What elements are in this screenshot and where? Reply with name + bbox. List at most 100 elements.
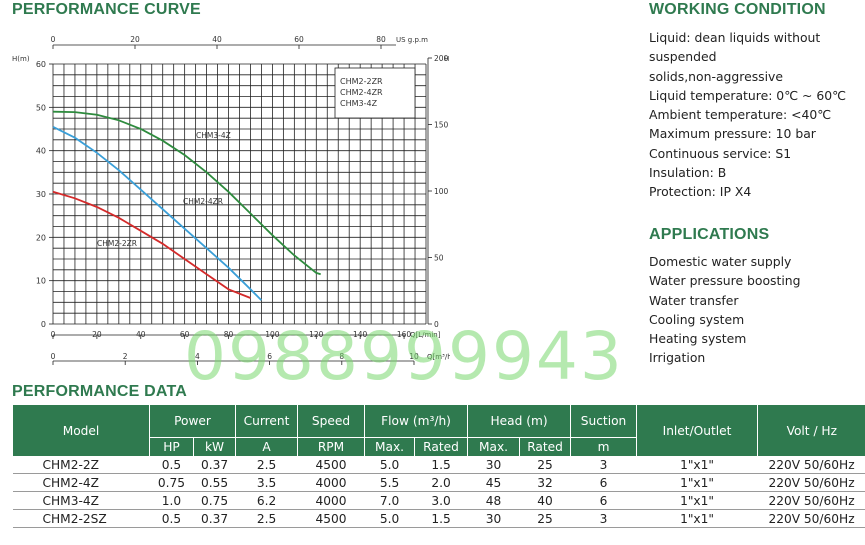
- table-cell: 30: [467, 456, 520, 474]
- table-cell: 3: [570, 509, 637, 528]
- top-tick-label: 80: [376, 35, 386, 44]
- performance-data-table: Model Power Current Speed Flow (m³/h) He…: [12, 405, 865, 528]
- x-tick-label: 80: [224, 330, 234, 339]
- bottom2-axis-label: Q[m³/h]: [427, 353, 450, 361]
- x-tick-label: 0: [51, 330, 56, 339]
- working-condition-list: Liquid: dean liquids without suspended s…: [649, 28, 846, 202]
- bottom2-tick-label: 10: [409, 352, 419, 361]
- table-cell: 5.0: [364, 456, 415, 474]
- table-cell: 1.5: [414, 456, 468, 474]
- y-tick-label: 30: [36, 190, 46, 199]
- x-tick-label: 120: [309, 330, 324, 339]
- right-tick-label: 0: [434, 320, 439, 329]
- y-axis-label: H(m): [12, 55, 30, 63]
- legend-entry: CHM2-2ZR: [340, 77, 383, 86]
- bottom2-tick-label: 2: [123, 352, 128, 361]
- x-tick-label: 20: [92, 330, 102, 339]
- table-cell: 220V 50/60Hz: [757, 473, 865, 492]
- table-cell: 2.0: [414, 473, 468, 492]
- table-cell: 3.0: [414, 491, 468, 510]
- table-cell: 40: [519, 491, 571, 510]
- table-cell: 0.5: [149, 456, 194, 474]
- table-cell: 6.2: [235, 491, 298, 510]
- top-axis-label: US g.p.m: [396, 36, 428, 44]
- model-cell: CHM2-2Z: [12, 456, 150, 474]
- table-cell: 0.5: [149, 509, 194, 528]
- top-tick-label: 0: [51, 35, 56, 44]
- y-tick-label: 20: [36, 233, 46, 242]
- table-cell: 6: [570, 473, 637, 492]
- volt-hz-header: Volt / Hz: [757, 405, 865, 456]
- curve-label: CHM2-2ZR: [97, 239, 137, 248]
- right-tick-label: 100: [434, 187, 449, 196]
- curve-chm2-2zr: [52, 190, 251, 299]
- table-cell: 4500: [297, 509, 365, 528]
- flow-rated-subheader: Rated: [414, 437, 468, 456]
- working-condition-item: Continuous service: S1: [649, 145, 792, 161]
- inlet-outlet-header: Inlet/Outlet: [636, 405, 758, 456]
- table-cell: 1.0: [149, 491, 194, 510]
- table-cell: 45: [467, 473, 520, 492]
- table-cell: 5.0: [364, 509, 415, 528]
- head-rated-subheader: Rated: [519, 437, 571, 456]
- power-header: Power: [148, 405, 236, 438]
- x-axis-label: Q[L/min]: [410, 331, 441, 339]
- table-cell: 30: [467, 509, 520, 528]
- table-cell: 0.75: [149, 473, 194, 492]
- y-tick-label: 10: [36, 277, 46, 286]
- table-cell: 25: [519, 456, 571, 474]
- table-cell: 220V 50/60Hz: [757, 491, 865, 510]
- x-tick-label: 160: [397, 330, 412, 339]
- bottom2-tick-label: 6: [267, 352, 272, 361]
- table-cell: 25: [519, 509, 571, 528]
- table-cell: 220V 50/60Hz: [757, 456, 865, 474]
- x-tick-label: 60: [180, 330, 190, 339]
- top-tick-label: 60: [294, 35, 304, 44]
- table-cell: 1"x1": [636, 473, 758, 492]
- performance-curve-title: PERFORMANCE CURVE: [12, 1, 201, 18]
- table-row: CHM2-2Z 0.5 0.37 2.5 4500 5.0 1.5 30 25 …: [12, 456, 865, 474]
- top-tick-label: 40: [212, 35, 222, 44]
- table-cell: 1"x1": [636, 509, 758, 528]
- top-tick-label: 20: [130, 35, 140, 44]
- table-cell: 1"x1": [636, 456, 758, 474]
- application-item: Water transfer: [649, 292, 739, 308]
- application-item: Cooling system: [649, 311, 745, 327]
- bottom2-tick-label: 8: [339, 352, 344, 361]
- bottom2-tick-label: 4: [195, 352, 200, 361]
- table-cell: 0.37: [193, 456, 236, 474]
- performance-curve-chart: CHM2-2ZRCHM2-4ZRCHM3-4Z0102030405060H(m)…: [12, 35, 450, 365]
- working-condition-item: Ambient temperature: <40℃: [649, 107, 832, 123]
- table-cell: 7.0: [364, 491, 415, 510]
- kw-subheader: kW: [192, 437, 236, 456]
- head-header: Head (m): [467, 405, 571, 438]
- table-cell: 2.5: [235, 456, 298, 474]
- working-condition-item: Maximum pressure: 10 bar: [649, 126, 816, 142]
- right-axis-label: H (ft): [444, 55, 450, 63]
- applications-title: APPLICATIONS: [649, 226, 770, 243]
- table-cell: 1"x1": [636, 491, 758, 510]
- legend-box: [334, 67, 416, 119]
- application-item: Heating system: [649, 331, 747, 347]
- table-cell: 3: [570, 456, 637, 474]
- working-condition-item: Insulation: B: [649, 165, 727, 181]
- working-condition-item: Liquid temperature: 0℃ ~ 60℃: [649, 87, 847, 103]
- working-condition-title: WORKING CONDITION: [649, 1, 826, 18]
- legend-entry: CHM2-4ZR: [340, 88, 383, 97]
- suction-header: Suction: [570, 405, 637, 438]
- flow-max-subheader: Max.: [364, 437, 415, 456]
- y-tick-label: 60: [36, 60, 46, 69]
- working-condition-item: solids,non-aggressive: [649, 68, 784, 84]
- table-cell: 6: [570, 491, 637, 510]
- y-tick-label: 0: [41, 320, 46, 329]
- working-condition-item: Liquid: dean liquids without: [649, 30, 821, 45]
- table-cell: 4500: [297, 456, 365, 474]
- head-max-subheader: Max.: [467, 437, 520, 456]
- curve-label: CHM2-4ZR: [183, 197, 223, 206]
- right-tick-label: 50: [434, 254, 444, 263]
- hp-subheader: HP: [149, 437, 194, 456]
- model-cell: CHM2-2SZ: [12, 509, 150, 528]
- x-tick-label: 100: [265, 330, 280, 339]
- table-row: CHM2-4Z 0.75 0.55 3.5 4000 5.5 2.0 45 32…: [12, 473, 865, 492]
- bottom2-tick-label: 0: [51, 352, 56, 361]
